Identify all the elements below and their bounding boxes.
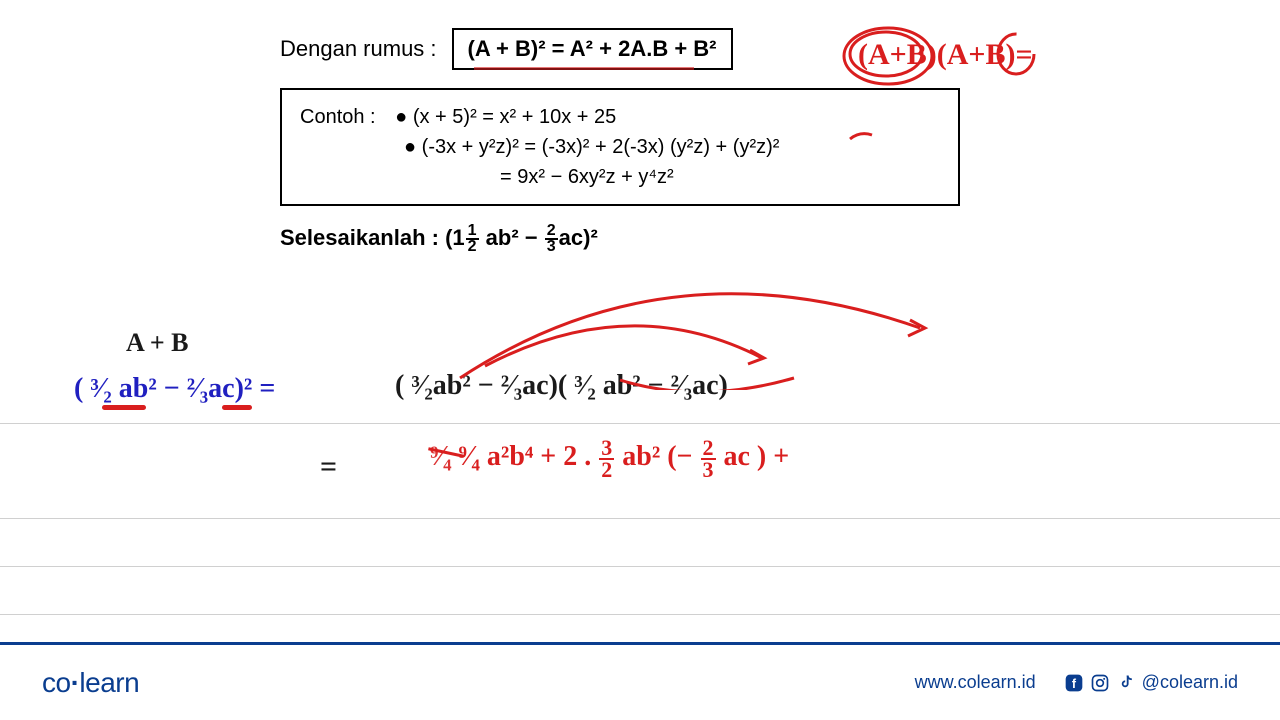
ruled-line [0, 423, 1280, 424]
annotation-blue-lhs: ( ³⁄₂ ab² − ²⁄₃ac)² = [74, 375, 275, 403]
annotation-red-result: ⁹⁄₄ ⁹⁄₄ a²b⁴ + 2 . 32 ab² (− 23 ac ) + [430, 438, 789, 480]
example-line-2b: = 9x² − 6xy²z + y⁴z² [500, 162, 940, 192]
instagram-icon [1090, 673, 1110, 693]
example-2b: = 9x² − 6xy²z + y⁴z² [500, 166, 674, 188]
underline-icon [102, 405, 146, 410]
bullet-icon: ● [395, 106, 407, 128]
underline-icon [222, 405, 252, 410]
annotation-tick [848, 120, 876, 150]
tiktok-icon [1116, 673, 1136, 693]
annotation-expanded-form: (A+B)(A+B)= [858, 38, 1033, 72]
footer-right: www.colearn.id f @colearn.id [915, 672, 1238, 693]
example-1: (x + 5)² = x² + 10x + 25 [413, 106, 616, 128]
circle-scribble-icon [840, 18, 1060, 98]
footer-url: www.colearn.id [915, 672, 1036, 693]
problem-statement: Selesaikanlah : (112 ab² − 23ac)² [280, 224, 960, 255]
annotation-a-plus-b: A + B [126, 328, 189, 358]
ruled-line [0, 614, 1280, 615]
ruled-line [0, 566, 1280, 567]
formula-box: (A + B)² = A² + 2A.B + B² [452, 28, 733, 70]
ruled-line [0, 518, 1280, 519]
example-label: Contoh : [300, 102, 376, 132]
social-handle: @colearn.id [1142, 672, 1238, 693]
example-2: (-3x + y²z)² = (-3x)² + 2(-3x) (y²z) + (… [422, 136, 780, 158]
bullet-icon: ● [404, 136, 416, 158]
example-line-1: Contoh : ● (x + 5)² = x² + 10x + 25 [300, 102, 940, 132]
arc-arrows [430, 260, 950, 380]
footer: co·learn www.colearn.id f @colearn.id [0, 642, 1280, 720]
logo: co·learn [42, 667, 139, 699]
annotation-equals: = [320, 450, 337, 484]
formula-label: Dengan rumus : [280, 36, 437, 62]
facebook-icon: f [1064, 673, 1084, 693]
social-links: f @colearn.id [1064, 672, 1238, 693]
